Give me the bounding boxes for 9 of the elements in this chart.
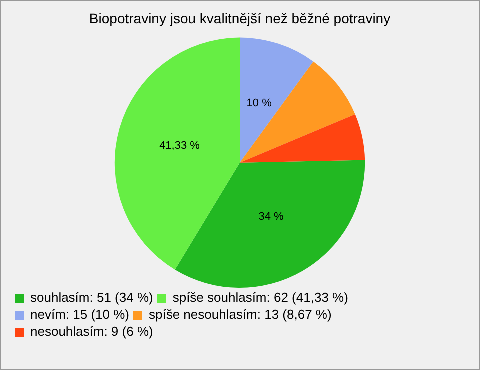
data-label: 34 % (258, 211, 284, 224)
data-label: 10 % (246, 97, 272, 110)
chart-title: Biopotraviny jsou kvalitnější než běžné potraviny (89, 10, 391, 26)
legend-label: nevím: 15 (10 %) (30, 307, 130, 322)
legend-label: spíše nesouhlasím: 13 (8,67 %) (148, 307, 332, 322)
legend-label: souhlasím: 51 (34 %) (30, 290, 154, 306)
data-label: 41,33 % (160, 140, 200, 152)
legend-label: nesouhlasím: 9 (6 %) (30, 324, 154, 340)
legend-label: spíše souhlasím: 62 (41,33 %) (172, 290, 348, 306)
